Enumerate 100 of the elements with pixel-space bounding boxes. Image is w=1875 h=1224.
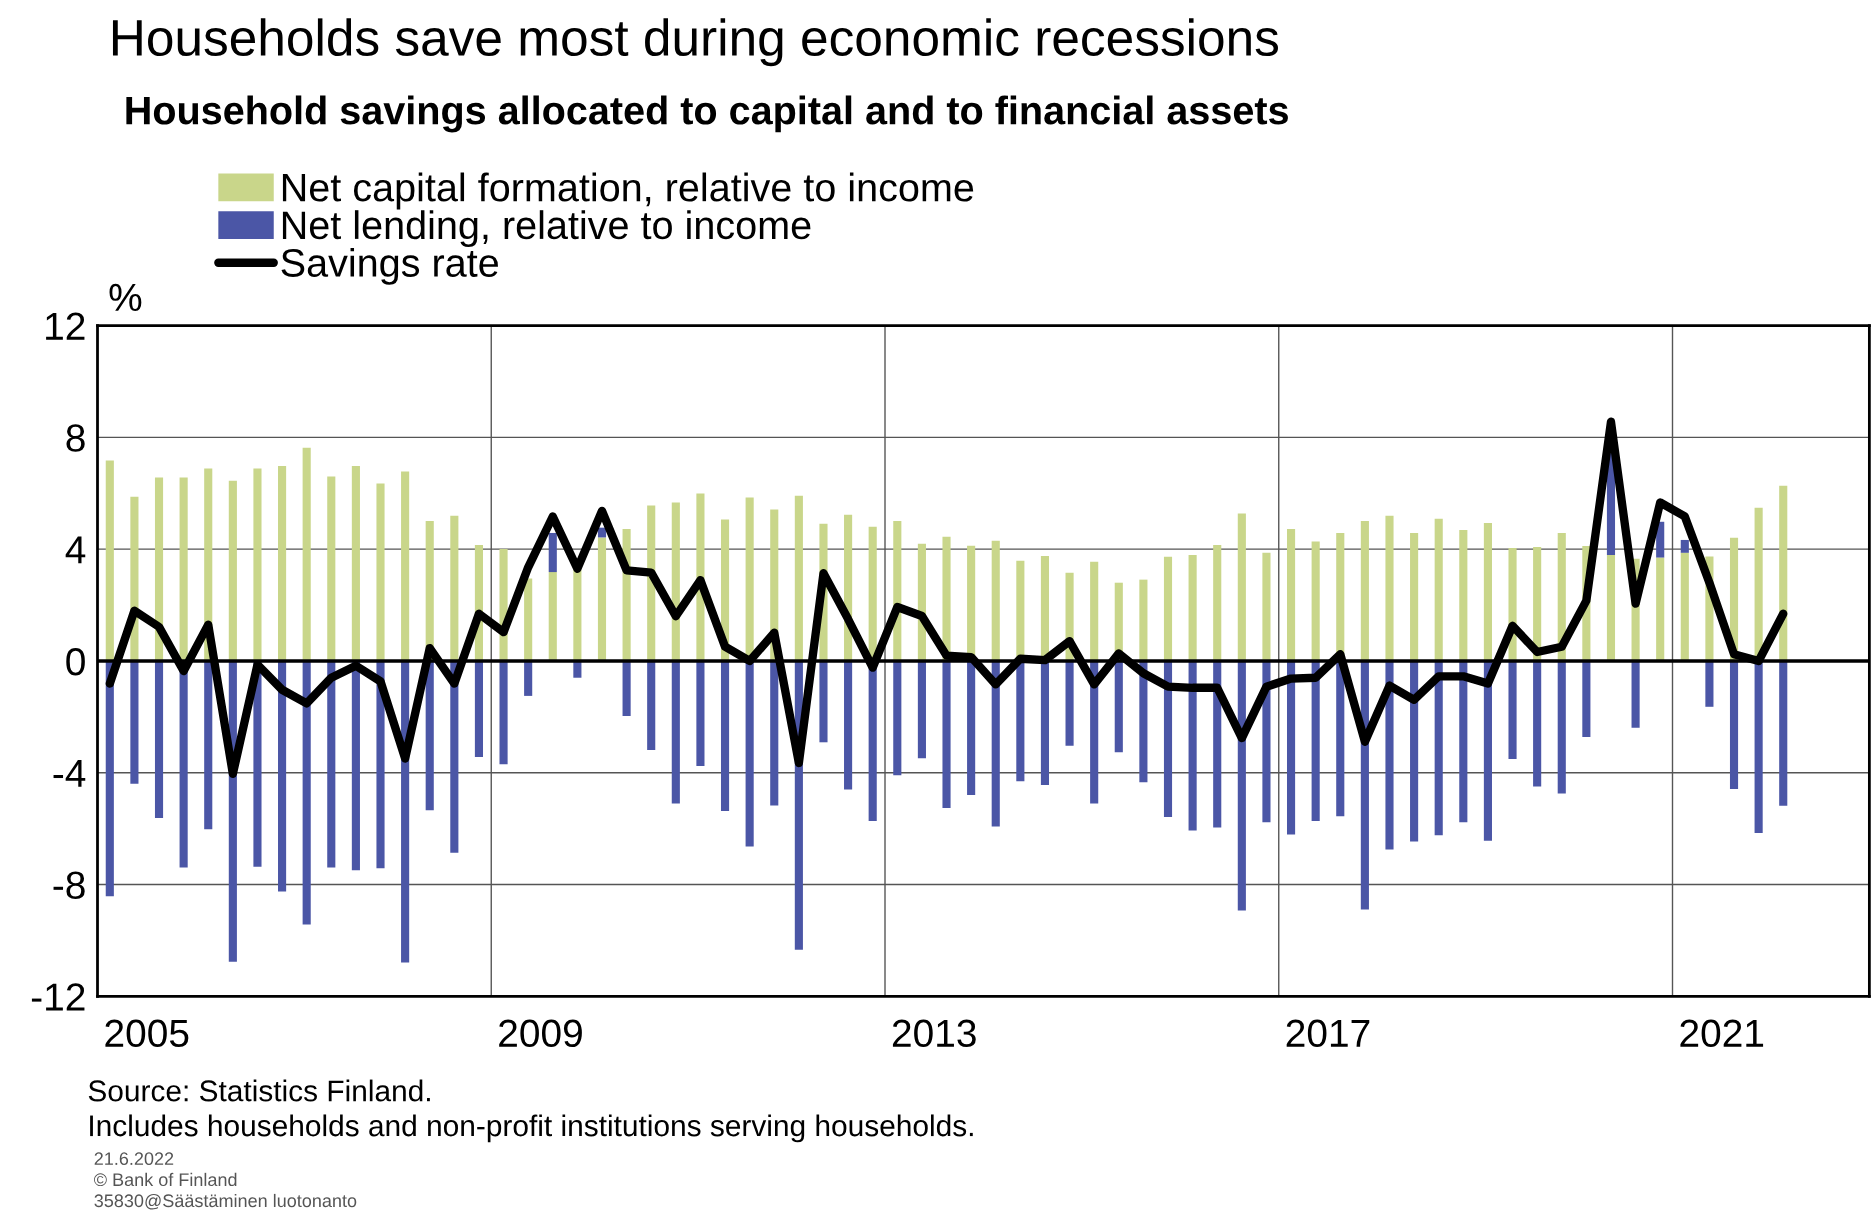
bar bbox=[548, 532, 557, 573]
text: Includes households and non-profit institutions serving households. bbox=[90, 1114, 973, 1143]
y-axis-title: % bbox=[109, 283, 142, 312]
bar bbox=[1410, 532, 1419, 661]
bar bbox=[1680, 552, 1689, 661]
bar bbox=[302, 660, 311, 925]
x-tick-label: 2005 bbox=[105, 1019, 189, 1048]
bar bbox=[770, 660, 779, 806]
bar bbox=[1483, 660, 1492, 841]
y-tick-label: 4 bbox=[65, 536, 86, 564]
bar bbox=[1557, 660, 1566, 794]
bar bbox=[179, 477, 188, 661]
bar bbox=[991, 540, 1000, 661]
bar bbox=[1163, 556, 1173, 661]
bar bbox=[1508, 660, 1517, 760]
bar bbox=[1483, 522, 1492, 661]
bar bbox=[573, 569, 582, 661]
bar bbox=[1213, 544, 1222, 661]
x-tick-label: 2013 bbox=[892, 1019, 976, 1048]
text: 21.6.2022 bbox=[94, 1152, 174, 1166]
text: © Bank of Finland bbox=[94, 1172, 237, 1187]
y-tick-label: 8 bbox=[66, 424, 85, 452]
bar bbox=[1434, 518, 1443, 661]
source-note: Source: Statistics Finland. bbox=[88, 1079, 430, 1102]
bar bbox=[1779, 485, 1788, 661]
bar bbox=[1533, 660, 1542, 787]
bar bbox=[1385, 660, 1394, 850]
bar bbox=[376, 483, 385, 661]
bar bbox=[474, 660, 484, 758]
legend-label: Savings rate bbox=[281, 247, 498, 285]
bar bbox=[1336, 660, 1345, 817]
bar bbox=[671, 660, 680, 804]
bar bbox=[499, 660, 508, 765]
x-tick-label: 2017 bbox=[1286, 1019, 1370, 1048]
bar bbox=[720, 660, 730, 812]
bar bbox=[401, 471, 410, 661]
y-tick-label: -12 bbox=[31, 983, 85, 1011]
bar bbox=[278, 465, 287, 661]
bar bbox=[154, 477, 164, 661]
bar bbox=[450, 515, 459, 661]
bar bbox=[278, 660, 287, 892]
bar bbox=[351, 465, 360, 661]
bar bbox=[1065, 660, 1074, 746]
bar bbox=[597, 537, 607, 661]
bar bbox=[1606, 555, 1616, 661]
bar bbox=[1016, 660, 1025, 782]
legend-label: Net lending, relative to income bbox=[282, 210, 811, 248]
y-tick-label: 12 bbox=[46, 312, 85, 340]
bar bbox=[1459, 660, 1468, 823]
bar bbox=[1163, 660, 1173, 817]
bar bbox=[1656, 557, 1665, 661]
bar bbox=[622, 660, 631, 717]
bar bbox=[1188, 555, 1197, 661]
bar bbox=[524, 578, 533, 661]
bar bbox=[1262, 660, 1271, 823]
bar bbox=[1237, 513, 1246, 661]
bar bbox=[302, 447, 311, 661]
bar bbox=[425, 660, 434, 811]
y-tick-label: -8 bbox=[53, 871, 85, 900]
chart-subtitle: Household savings allocated to capital and to financial assets bbox=[126, 95, 1288, 133]
bar bbox=[327, 476, 336, 661]
bar bbox=[1385, 515, 1394, 661]
bar bbox=[105, 460, 114, 661]
bar bbox=[376, 660, 385, 869]
bar bbox=[745, 660, 754, 847]
bar bbox=[1360, 520, 1369, 661]
bar bbox=[204, 660, 213, 830]
bar bbox=[819, 660, 828, 743]
bar bbox=[942, 660, 951, 808]
bar bbox=[967, 660, 976, 796]
bar bbox=[1262, 552, 1271, 661]
bar bbox=[696, 660, 705, 767]
bar bbox=[917, 660, 926, 759]
y-tick-label: 0 bbox=[66, 647, 85, 676]
bar bbox=[844, 660, 853, 790]
bar bbox=[1311, 660, 1320, 822]
bar bbox=[1237, 660, 1246, 911]
bar bbox=[942, 536, 951, 661]
legend-label: Net capital formation, relative to income bbox=[282, 172, 974, 210]
bar bbox=[794, 495, 803, 661]
bar bbox=[1213, 660, 1222, 828]
bar bbox=[1680, 539, 1689, 553]
bar bbox=[1434, 660, 1443, 836]
bar bbox=[105, 660, 114, 897]
x-tick-label: 2021 bbox=[1680, 1019, 1764, 1048]
bar bbox=[991, 660, 1000, 827]
x-tick-label: 2009 bbox=[499, 1019, 582, 1048]
bar bbox=[893, 660, 902, 776]
bar bbox=[154, 660, 164, 819]
y-tick-label: -4 bbox=[53, 760, 86, 787]
bar bbox=[647, 660, 656, 751]
chart-title: Households save most during economic recessions bbox=[112, 18, 1278, 67]
bar bbox=[1410, 660, 1419, 842]
bar bbox=[327, 660, 336, 868]
bar bbox=[253, 468, 262, 661]
bar bbox=[1040, 660, 1050, 786]
bar bbox=[1459, 529, 1468, 661]
bar bbox=[1705, 660, 1714, 707]
bar bbox=[1311, 541, 1320, 661]
bar bbox=[548, 572, 557, 661]
